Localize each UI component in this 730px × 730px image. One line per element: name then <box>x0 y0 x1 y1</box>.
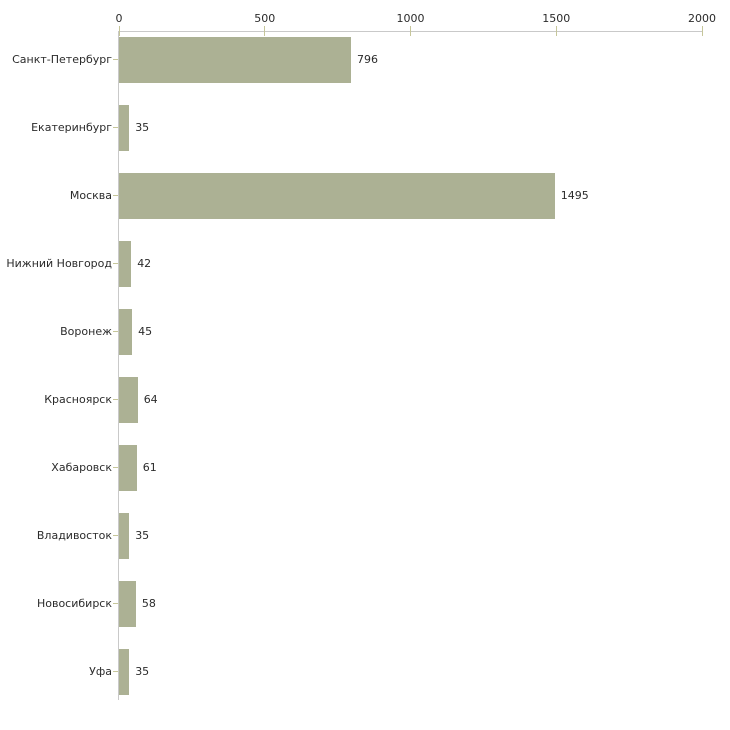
x-axis-tick-label: 0 <box>115 12 123 25</box>
value-label: 1495 <box>560 189 589 202</box>
bar <box>119 37 351 83</box>
value-label: 64 <box>143 393 158 406</box>
bar <box>119 649 130 695</box>
category-label: Воронеж <box>60 325 112 338</box>
category-label: Москва <box>69 189 112 202</box>
bar <box>119 581 136 627</box>
bar <box>119 445 137 491</box>
bar <box>119 309 133 355</box>
value-label: 58 <box>141 597 156 610</box>
bar <box>119 377 138 423</box>
category-tick-mark <box>113 467 118 468</box>
category-label: Екатеринбург <box>31 121 112 134</box>
category-label: Владивосток <box>36 529 112 542</box>
value-label: 42 <box>137 257 152 270</box>
x-axis-tick-label: 500 <box>254 12 276 25</box>
category-label: Нижний Новгород <box>6 257 112 270</box>
category-tick-mark <box>113 127 118 128</box>
bar <box>119 105 130 151</box>
category-tick-mark <box>113 535 118 536</box>
category-label: Красноярск <box>44 393 112 406</box>
category-tick-mark <box>113 331 118 332</box>
x-axis-tick <box>118 26 120 36</box>
value-label: 61 <box>142 461 157 474</box>
y-axis-line <box>118 31 119 700</box>
x-axis-tick-label: 1000 <box>396 12 425 25</box>
value-label: 45 <box>138 325 153 338</box>
x-axis-tick <box>410 26 411 36</box>
category-tick-mark <box>113 59 118 60</box>
x-axis-tick-label: 2000 <box>688 12 716 25</box>
x-axis-line <box>119 31 703 32</box>
value-label: 35 <box>135 121 150 134</box>
bar <box>119 241 132 287</box>
category-tick-mark <box>113 671 118 672</box>
value-label: 796 <box>357 53 378 66</box>
category-label: Санкт-Петербург <box>12 53 112 66</box>
value-label: 35 <box>135 529 150 542</box>
x-axis-tick-label: 1500 <box>542 12 571 25</box>
bar <box>119 173 555 219</box>
x-axis-tick <box>701 26 703 36</box>
x-axis-tick <box>264 26 266 36</box>
value-label: 35 <box>135 665 150 678</box>
category-label: Уфа <box>89 665 112 678</box>
bar <box>119 513 130 559</box>
category-tick-mark <box>113 399 118 400</box>
category-tick-mark <box>113 603 118 604</box>
x-axis-tick <box>555 26 557 36</box>
category-label: Новосибирск <box>36 597 112 610</box>
plot-area: 0 500 1000 1500 2000 Санкт-Петербург 796 Екатер… <box>6 12 716 700</box>
category-tick-mark <box>113 263 118 264</box>
category-tick-mark <box>113 195 118 196</box>
category-label: Хабаровск <box>51 461 112 474</box>
